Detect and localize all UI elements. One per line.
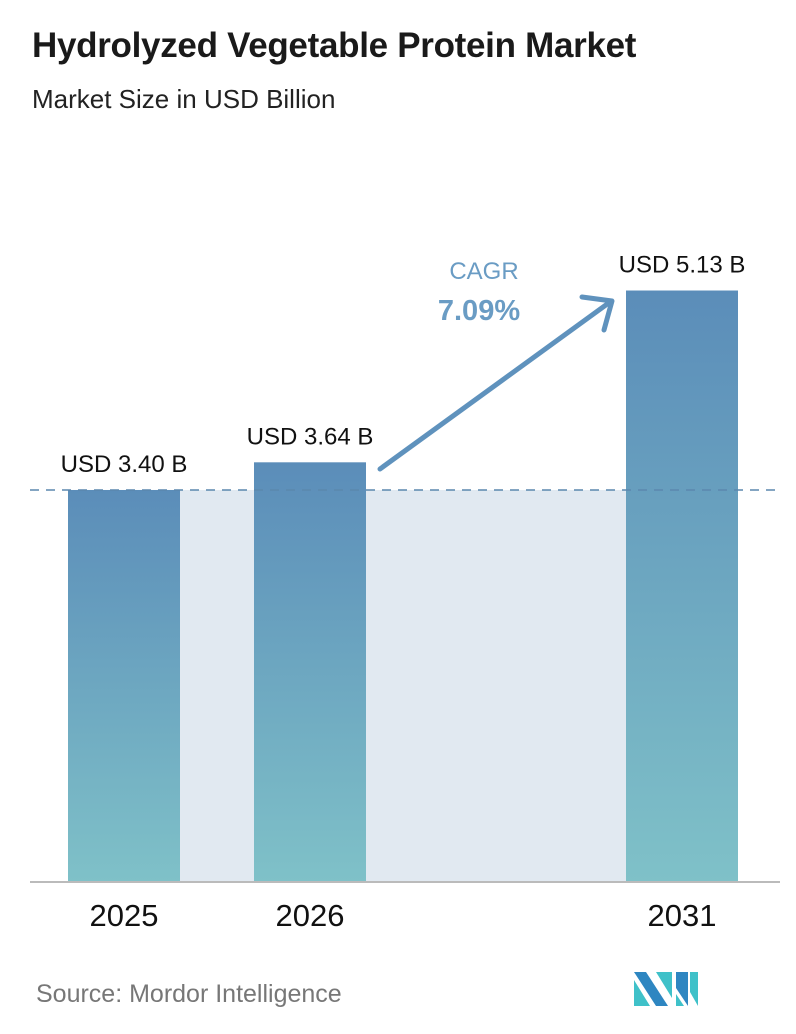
baseline-shade	[180, 489, 626, 882]
cagr-label: CAGR	[449, 258, 518, 285]
data-label-2026: USD 3.64 B	[247, 423, 374, 450]
cagr-arrow-shaft	[377, 299, 613, 472]
x-tick-2026: 2026	[276, 898, 345, 933]
bar-2026	[254, 462, 366, 882]
data-label-2025: USD 3.40 B	[61, 451, 188, 478]
bar-2025	[68, 489, 180, 882]
data-label-2031: USD 5.13 B	[619, 252, 746, 279]
chart-title: Hydrolyzed Vegetable Protein Market	[32, 26, 637, 65]
cagr-value: 7.09%	[438, 295, 520, 327]
source-note: Source: Mordor Intelligence	[36, 980, 342, 1008]
chart-subtitle: Market Size in USD Billion	[32, 84, 336, 114]
mordor-logo	[634, 972, 698, 1006]
cagr-arrow-head	[579, 294, 615, 333]
x-tick-2031: 2031	[648, 898, 717, 933]
bar-2031	[626, 290, 738, 882]
x-tick-2025: 2025	[90, 898, 159, 933]
